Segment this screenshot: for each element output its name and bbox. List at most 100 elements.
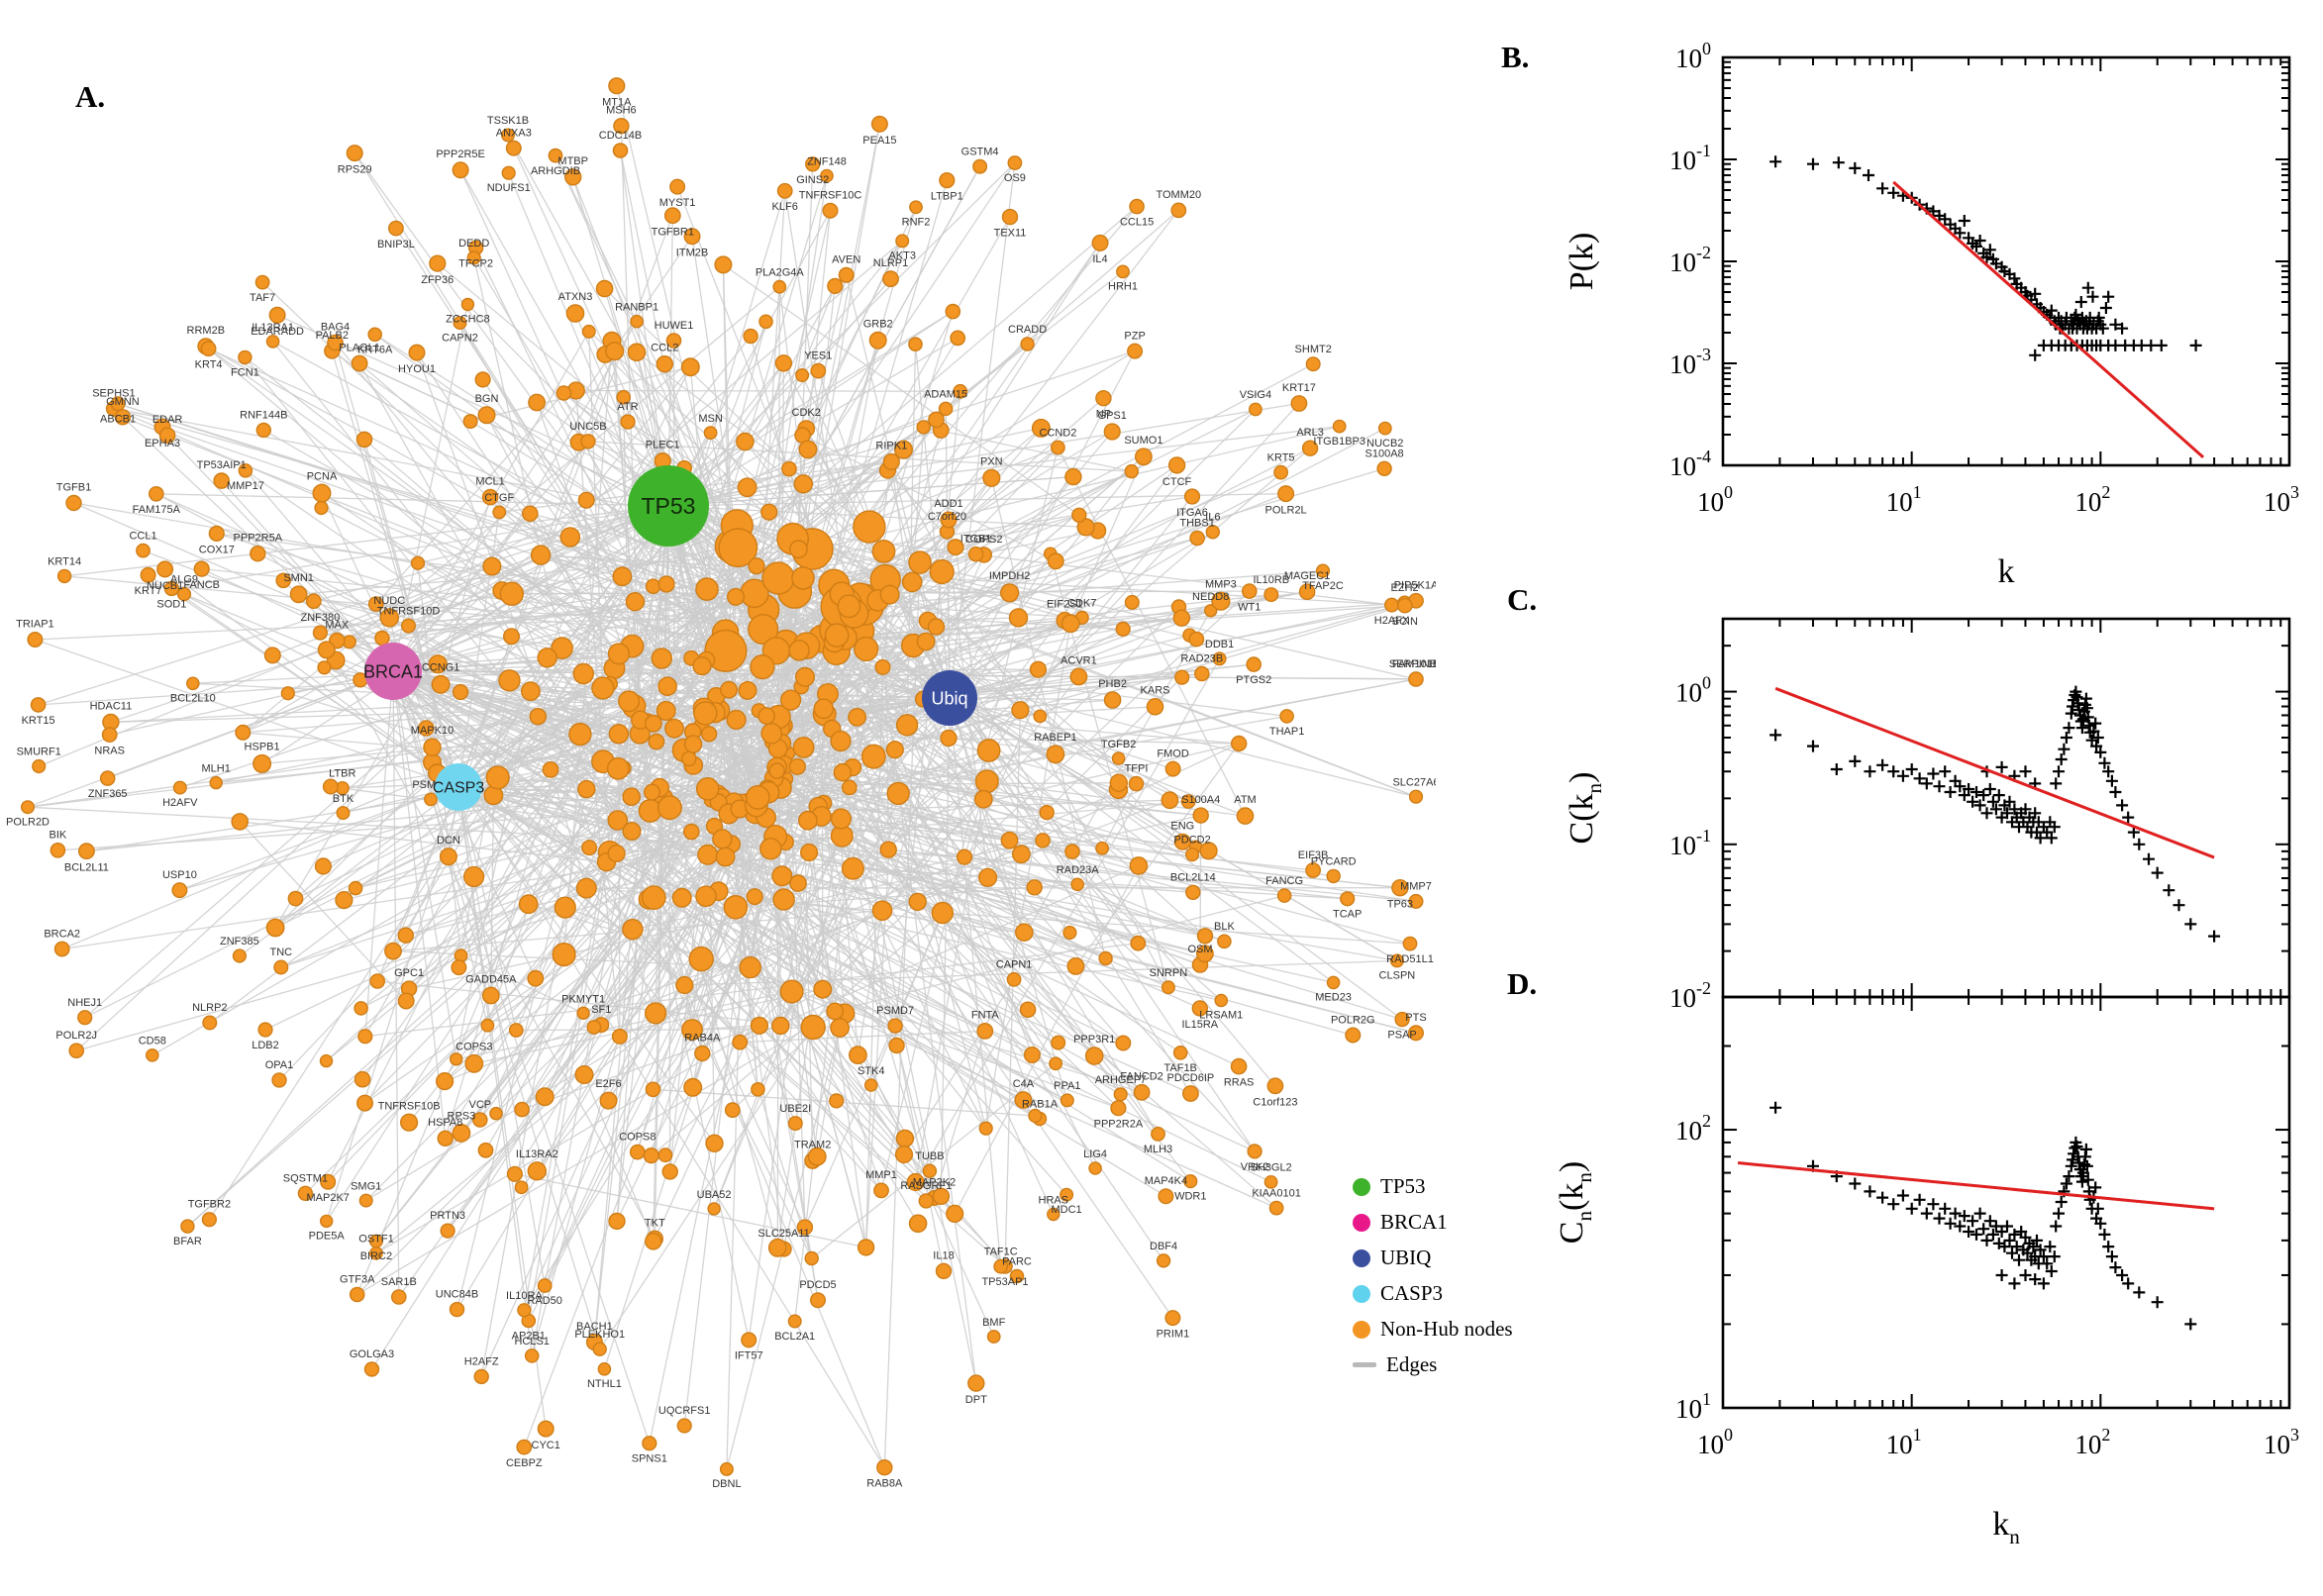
gene-label: RNF144B xyxy=(240,409,287,421)
legend-item-label: Edges xyxy=(1386,1352,1438,1376)
hub-node-brca1 xyxy=(364,643,422,700)
network-node xyxy=(1084,1047,1104,1065)
network-node xyxy=(895,234,910,249)
gene-label: RNF2 xyxy=(902,217,931,229)
gene-label: ATM xyxy=(1234,794,1256,806)
legend-item-label: BRCA1 xyxy=(1380,1210,1448,1234)
network-node xyxy=(348,880,363,896)
network-node xyxy=(501,128,516,143)
gene-label: CTGF xyxy=(484,492,514,504)
network-node xyxy=(505,140,522,156)
tick-label: 101 xyxy=(1886,482,1922,517)
gene-label: UNC5B xyxy=(569,421,606,433)
network-node xyxy=(830,808,852,830)
network-node xyxy=(695,885,717,908)
network-node xyxy=(429,254,447,272)
network-node xyxy=(973,789,993,809)
axis-label: k xyxy=(1998,553,2015,590)
plots-panel: 100 101 102 10310-410-310-210-1100P(k)k10-2… xyxy=(1554,39,2299,1548)
plot-ticks xyxy=(1722,996,2290,1409)
network-node xyxy=(263,647,281,664)
network-node xyxy=(1279,709,1294,724)
gene-label: CCL2 xyxy=(651,343,678,354)
network-node xyxy=(1116,264,1130,279)
network-node xyxy=(202,1015,218,1031)
network-node xyxy=(314,500,329,516)
gene-label: BIRC2 xyxy=(360,1250,392,1262)
gene-label: BNIP3L xyxy=(377,239,415,250)
gene-label: NUCB2 xyxy=(1366,438,1403,449)
gene-label: MMP1 xyxy=(865,1169,897,1181)
gene-label: NUCB1 xyxy=(147,580,183,592)
gene-label: HRAS xyxy=(1039,1194,1069,1206)
network-node xyxy=(522,505,539,523)
gene-label: NP xyxy=(1096,409,1111,421)
network-node xyxy=(895,1129,915,1148)
network-node xyxy=(268,306,286,324)
network-node xyxy=(1064,844,1080,859)
gene-label: SLC27A6 xyxy=(1392,776,1436,788)
network-node xyxy=(887,1018,903,1034)
network-node xyxy=(608,1212,626,1231)
gene-label: BCL2A1 xyxy=(774,1331,815,1343)
network-node xyxy=(793,474,813,494)
network-node xyxy=(908,337,923,352)
gene-label: SNRPN xyxy=(1150,967,1188,979)
gene-label: RAB8A xyxy=(866,1478,903,1490)
tp53-dot-icon xyxy=(1353,1177,1370,1196)
network-node xyxy=(556,385,572,401)
network-node xyxy=(849,1046,867,1065)
gene-label: KRT15 xyxy=(22,715,55,727)
gene-label: UQCRFS1 xyxy=(658,1405,711,1417)
gene-label: TAF1B xyxy=(1163,1062,1196,1074)
network-node xyxy=(707,1202,721,1216)
network-node xyxy=(922,1163,938,1178)
network-node xyxy=(820,168,834,183)
gene-label: VCP xyxy=(468,1099,491,1111)
network-node xyxy=(439,848,457,866)
gene-label: ITGA6 xyxy=(1176,507,1208,519)
gene-label: GSTM4 xyxy=(961,146,999,157)
edge-line-icon xyxy=(1353,1362,1376,1367)
network-node xyxy=(171,882,188,899)
network-node xyxy=(683,823,700,841)
gene-label: H2AFX xyxy=(1374,615,1410,627)
network-node xyxy=(524,1348,540,1363)
network-node xyxy=(748,557,765,575)
network-node xyxy=(909,200,923,215)
network-node xyxy=(739,955,761,979)
gene-label: PALB2 xyxy=(316,330,349,342)
gene-label: THBS1 xyxy=(1179,517,1214,529)
network-node xyxy=(669,178,686,195)
network-node xyxy=(681,1019,703,1041)
gene-label: RAD23B xyxy=(1180,653,1223,665)
gene-label: TP53AP1 xyxy=(981,1276,1028,1288)
network-node xyxy=(715,847,736,867)
gene-label: SMN1 xyxy=(283,572,314,584)
network-node xyxy=(737,477,758,498)
network-node xyxy=(645,578,661,595)
network-node xyxy=(410,555,426,570)
gene-label: LDB2 xyxy=(252,1040,279,1051)
network-node xyxy=(1091,234,1109,251)
network-node xyxy=(289,585,308,604)
gene-label: PTGS2 xyxy=(1236,674,1271,686)
gene-label: DBF4 xyxy=(1150,1241,1177,1252)
network-node xyxy=(208,525,225,543)
network-node xyxy=(397,927,414,944)
network-node xyxy=(254,274,270,290)
plot-frame xyxy=(1721,55,2291,467)
network-node xyxy=(829,1093,845,1109)
gene-label: NEDD8 xyxy=(1192,591,1229,603)
tick-label: 10-4 xyxy=(1669,447,1711,481)
network-node xyxy=(280,686,295,701)
gene-label: TRAM2 xyxy=(794,1140,831,1151)
network-node xyxy=(462,414,478,430)
network-node xyxy=(327,334,344,351)
gene-label: CCND2 xyxy=(1039,427,1076,439)
network-node xyxy=(78,843,95,860)
network-node xyxy=(1301,440,1319,456)
network-node xyxy=(437,1130,454,1147)
gene-label: BCL2L14 xyxy=(1170,871,1216,883)
network-node xyxy=(1161,791,1179,810)
